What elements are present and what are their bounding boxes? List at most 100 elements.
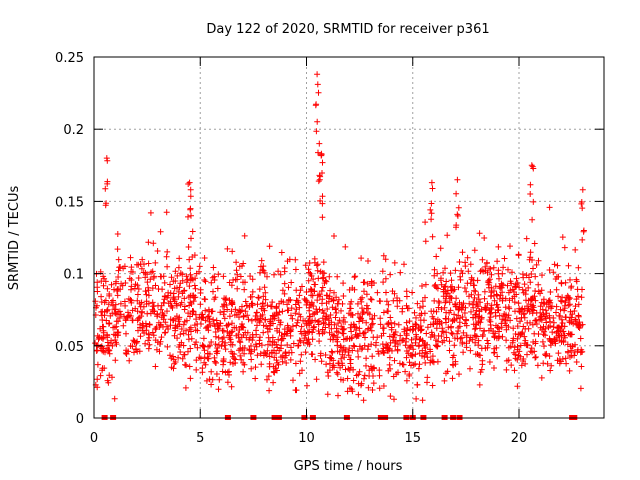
data-point: [376, 385, 383, 392]
data-point: [299, 367, 305, 374]
data-point: [228, 383, 235, 390]
data-point: [387, 271, 394, 278]
x-tick-label: 0: [90, 431, 98, 446]
data-point: [252, 375, 259, 382]
data-point: [252, 364, 259, 371]
data-point: [112, 357, 119, 364]
data-point: [563, 360, 570, 367]
data-point: [536, 316, 543, 323]
data-point: [110, 297, 116, 304]
data-point: [319, 284, 326, 291]
data-point: [183, 317, 190, 324]
data-point: [136, 348, 143, 355]
data-point: [578, 363, 585, 370]
data-point: [387, 314, 394, 321]
data-point: [396, 337, 403, 344]
data-point: [214, 285, 221, 292]
data-point: [460, 300, 467, 307]
data-point: [477, 369, 484, 376]
data-point: [288, 305, 295, 312]
data-point: [477, 299, 484, 306]
data-point: [320, 309, 327, 316]
data-point: [317, 352, 324, 359]
data-point: [440, 269, 447, 276]
data-point: [491, 288, 497, 294]
data-point: [532, 354, 539, 361]
data-point: [520, 274, 527, 281]
data-point: [422, 281, 429, 288]
data-point: [167, 281, 173, 288]
data-point: [577, 385, 584, 392]
data-point: [393, 371, 400, 378]
data-point: [134, 297, 141, 304]
data-point: [481, 295, 488, 302]
data-point: [271, 271, 277, 278]
data-point: [368, 296, 375, 303]
data-point: [376, 298, 383, 304]
data-point: [377, 321, 384, 328]
data-point: [459, 249, 466, 256]
data-point: [435, 304, 442, 311]
x-axis-label: GPS time / hours: [294, 459, 403, 474]
data-point: [457, 276, 464, 283]
data-point: [408, 362, 414, 369]
data-point: [279, 358, 286, 365]
data-point: [163, 209, 170, 216]
data-point: [428, 200, 435, 207]
data-point: [488, 271, 495, 278]
data-point: [133, 261, 140, 268]
data-point: [147, 209, 154, 216]
data-point: [417, 323, 424, 329]
data-point: [228, 329, 235, 336]
data-point: [236, 327, 243, 333]
data-point: [491, 345, 498, 352]
data-point: [193, 357, 200, 364]
data-point: [564, 348, 571, 355]
data-point: [282, 350, 289, 357]
data-point: [310, 303, 317, 309]
data-point: [573, 296, 580, 303]
data-point: [313, 309, 319, 316]
data-point: [285, 307, 292, 314]
data-point: [380, 252, 387, 259]
data-point: [356, 325, 363, 332]
data-point: [136, 300, 143, 307]
data-point: [231, 355, 238, 362]
data-point: [484, 269, 491, 276]
data-point: [117, 311, 124, 318]
data-point: [209, 308, 216, 315]
data-point: [338, 323, 345, 330]
data-point: [314, 297, 321, 304]
data-point: [535, 288, 542, 295]
data-point: [104, 157, 111, 164]
data-point: [565, 296, 572, 303]
data-point: [363, 291, 370, 298]
data-point: [395, 321, 402, 328]
data-point: [276, 300, 283, 307]
data-point: [422, 238, 429, 245]
data-point: [307, 301, 314, 308]
data-point: [153, 324, 160, 331]
data-point: [447, 307, 454, 314]
data-point: [385, 308, 392, 315]
data-point: [247, 350, 254, 357]
plot-frame: [93, 56, 605, 419]
data-point: [263, 323, 270, 330]
data-point: [438, 275, 444, 282]
data-point: [261, 349, 267, 356]
data-point: [200, 335, 207, 342]
data-point: [296, 292, 303, 299]
data-point: [342, 366, 349, 373]
data-point: [198, 321, 204, 327]
data-point: [313, 376, 320, 383]
data-point: [208, 339, 215, 345]
data-point: [571, 308, 578, 314]
data-point: [358, 315, 365, 322]
data-point: [145, 345, 152, 352]
data-point: [374, 334, 381, 341]
data-point: [567, 354, 573, 360]
data-point: [499, 270, 506, 277]
data-point: [150, 240, 157, 247]
data-point: [380, 349, 387, 356]
data-point: [324, 391, 331, 398]
